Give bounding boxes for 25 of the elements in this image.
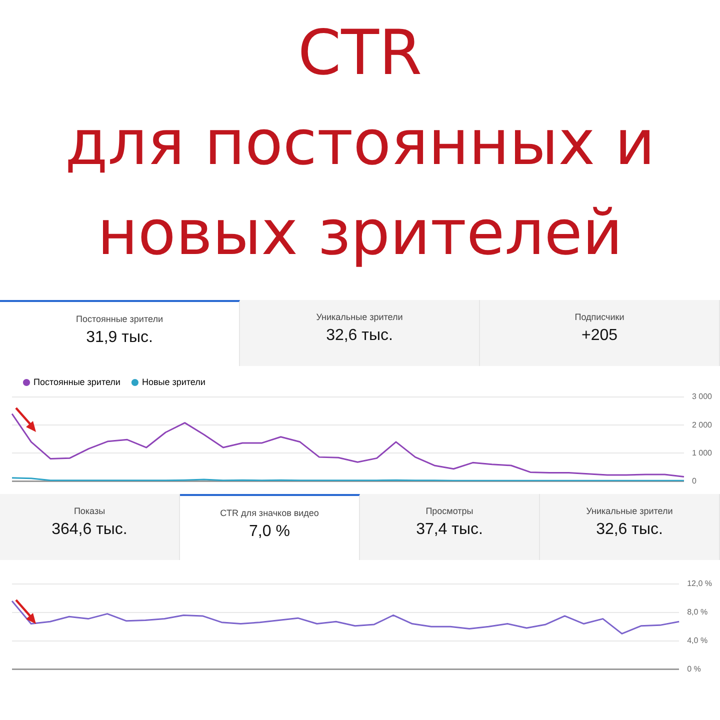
legend-label: Новые зрители	[142, 376, 206, 387]
text: 364,6 тыс.	[50, 521, 128, 539]
y-tick-label: 12,0 %	[687, 579, 712, 588]
text: CTR для значков видео	[219, 508, 320, 518]
y-tick-label: 0	[692, 476, 697, 486]
text: Просмотры	[424, 506, 474, 516]
text: 31,9 тыс.	[85, 329, 154, 347]
y-tick-label: 0 %	[687, 664, 701, 674]
y-tick-label: 8,0 %	[687, 608, 708, 617]
y-tick-label: 2 000	[692, 420, 713, 430]
y-tick-label: 3 000	[692, 392, 713, 402]
text: 37,4 тыс.	[415, 521, 484, 539]
text: Постоянные зрители	[75, 314, 164, 324]
y-tick-label: 1 000	[692, 448, 713, 458]
chart-title: CTR для постоянных и новых зрителей	[64, 15, 656, 271]
text: 7,0 %	[248, 523, 291, 541]
text: 32,6 тыс.	[595, 521, 664, 539]
text: Подписчики	[574, 312, 626, 322]
legend-label: Постоянные зрители	[34, 376, 120, 387]
text: Уникальные зрители	[585, 506, 674, 516]
text: 32,6 тыс.	[325, 327, 394, 345]
text: +205	[580, 327, 619, 345]
text: Уникальные зрители	[315, 312, 404, 322]
y-tick-label: 4,0 %	[687, 636, 708, 646]
text: Показы	[72, 506, 106, 516]
